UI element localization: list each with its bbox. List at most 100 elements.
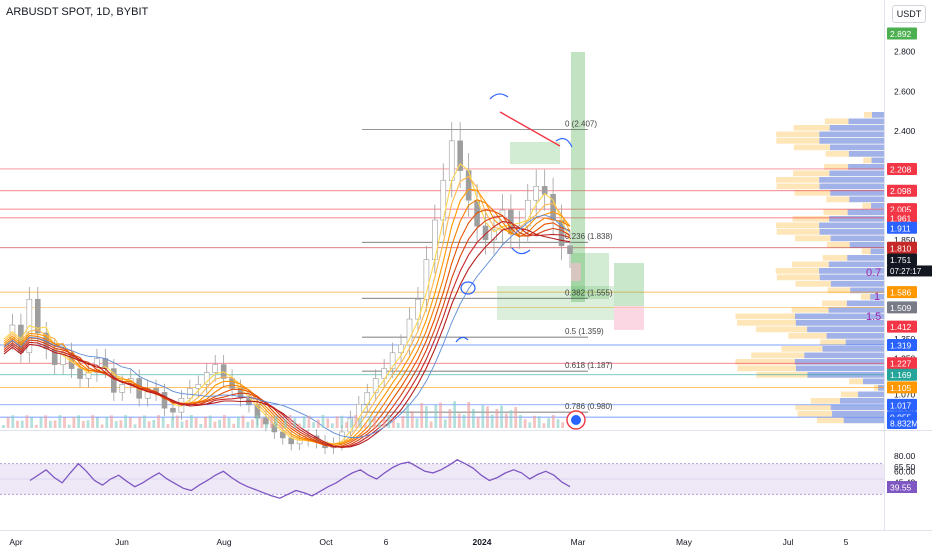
volume-bar bbox=[302, 416, 306, 428]
volume-profile-bar bbox=[847, 209, 884, 216]
volume-bar bbox=[265, 423, 268, 428]
volume-profile-bar bbox=[819, 268, 884, 274]
candle-body bbox=[406, 318, 413, 346]
volume-bar bbox=[53, 420, 57, 428]
volume-profile-bar bbox=[870, 294, 884, 300]
volume-profile-bar bbox=[870, 248, 884, 255]
volume-bar bbox=[246, 421, 250, 428]
time-axis-tick: 6 bbox=[384, 537, 389, 547]
volume-bar bbox=[110, 415, 113, 428]
volume-bar bbox=[11, 415, 15, 428]
price-badge bbox=[887, 27, 917, 40]
volume-bar bbox=[472, 408, 475, 428]
volume-bar bbox=[49, 420, 52, 428]
price-badge bbox=[887, 301, 917, 314]
volume-bar bbox=[63, 417, 66, 428]
volume-bar bbox=[429, 421, 433, 428]
candle-body bbox=[482, 225, 489, 241]
fib-level-label: 0.5 (1.359) bbox=[565, 327, 604, 336]
volume-bar bbox=[316, 419, 320, 428]
price-axis-tick: 2.400 bbox=[894, 126, 916, 136]
volume-bar bbox=[425, 406, 428, 428]
price-badge-label: 8.832M bbox=[890, 419, 918, 429]
volume-profile-bar bbox=[830, 235, 884, 242]
highlight-circle bbox=[460, 281, 476, 295]
volume-profile-bar bbox=[848, 164, 884, 170]
volume-profile-bar bbox=[832, 411, 884, 417]
price-badge-label: 2.892 bbox=[890, 29, 912, 39]
ema-ribbon-line bbox=[3, 215, 571, 448]
candle-body bbox=[457, 140, 463, 171]
price-badge bbox=[887, 381, 917, 394]
volume-bar bbox=[434, 405, 438, 428]
stop-loss-zone bbox=[571, 263, 581, 281]
volume-profile-bar bbox=[828, 261, 884, 268]
volume-profile-bar bbox=[794, 359, 884, 365]
volume-bar bbox=[312, 422, 315, 428]
candle-body bbox=[195, 384, 202, 389]
volume-bar bbox=[340, 415, 344, 428]
long-position-zone bbox=[614, 263, 644, 306]
volume-bar bbox=[495, 408, 499, 428]
volume-bar bbox=[105, 416, 109, 428]
volume-bar bbox=[490, 414, 494, 428]
candle-body bbox=[381, 368, 387, 379]
price-badge-label: 1.412 bbox=[890, 322, 912, 332]
time-axis-tick: Aug bbox=[216, 537, 231, 547]
price-badge-label: 1.751 bbox=[890, 255, 912, 265]
candle-body bbox=[389, 352, 396, 369]
volume-bar bbox=[392, 418, 395, 428]
rsi-axis-tick: 80.00 bbox=[894, 451, 916, 461]
long-position-zone bbox=[510, 142, 560, 164]
price-badge-label: 1.169 bbox=[890, 370, 912, 380]
candle-body bbox=[423, 259, 430, 300]
volume-bar bbox=[547, 418, 550, 428]
stop-loss-zone bbox=[614, 306, 644, 330]
volume-bar bbox=[349, 419, 353, 428]
currency-button[interactable]: USDT bbox=[892, 5, 926, 23]
volume-bar bbox=[241, 415, 245, 428]
time-axis-tick: Jun bbox=[115, 537, 129, 547]
volume-bar bbox=[185, 419, 189, 428]
volume-bar bbox=[486, 406, 489, 428]
ratio-label: 0.7 bbox=[866, 267, 881, 279]
volume-bar bbox=[274, 415, 278, 428]
price-badge-label: 1.319 bbox=[890, 341, 912, 351]
volume-bar bbox=[307, 415, 311, 428]
volume-profile-bar bbox=[846, 300, 884, 307]
volume-bar bbox=[180, 421, 184, 428]
volume-bar bbox=[204, 416, 207, 428]
volume-bar bbox=[321, 415, 325, 428]
volume-profile-bar bbox=[830, 190, 884, 196]
candle-body bbox=[161, 392, 168, 409]
price-axis-tick: 1.350 bbox=[894, 334, 916, 344]
fib-level-label: 0.786 (0.980) bbox=[565, 402, 613, 411]
volume-bar bbox=[481, 404, 485, 428]
volume-bar bbox=[537, 416, 541, 428]
price-badge bbox=[887, 162, 917, 175]
volume-bar bbox=[147, 421, 151, 428]
price-badge-label: 2.098 bbox=[890, 186, 912, 196]
price-badge-label: 1.017 bbox=[890, 400, 912, 410]
time-axis-tick: Jul bbox=[783, 537, 794, 547]
candle-body bbox=[170, 407, 176, 413]
price-badge-label: 1.105 bbox=[890, 383, 912, 393]
volume-profile-bar bbox=[829, 125, 884, 131]
volume-bar bbox=[354, 415, 358, 428]
volume-bar bbox=[457, 413, 461, 428]
candle-body bbox=[263, 417, 269, 425]
volume-profile-bar bbox=[829, 144, 884, 151]
time-axis-tick: 5 bbox=[844, 537, 849, 547]
volume-bar bbox=[67, 424, 71, 428]
volume-bar bbox=[533, 415, 536, 428]
volume-profile-bar bbox=[858, 391, 884, 398]
volume-profile-bar bbox=[849, 242, 884, 248]
volume-bar bbox=[251, 419, 254, 428]
volume-bar bbox=[551, 415, 555, 428]
volume-bar bbox=[190, 415, 193, 428]
volume-profile-bar bbox=[850, 287, 884, 294]
volume-bar bbox=[410, 411, 414, 428]
volume-bar bbox=[396, 422, 400, 428]
volume-profile-bar bbox=[807, 326, 884, 333]
